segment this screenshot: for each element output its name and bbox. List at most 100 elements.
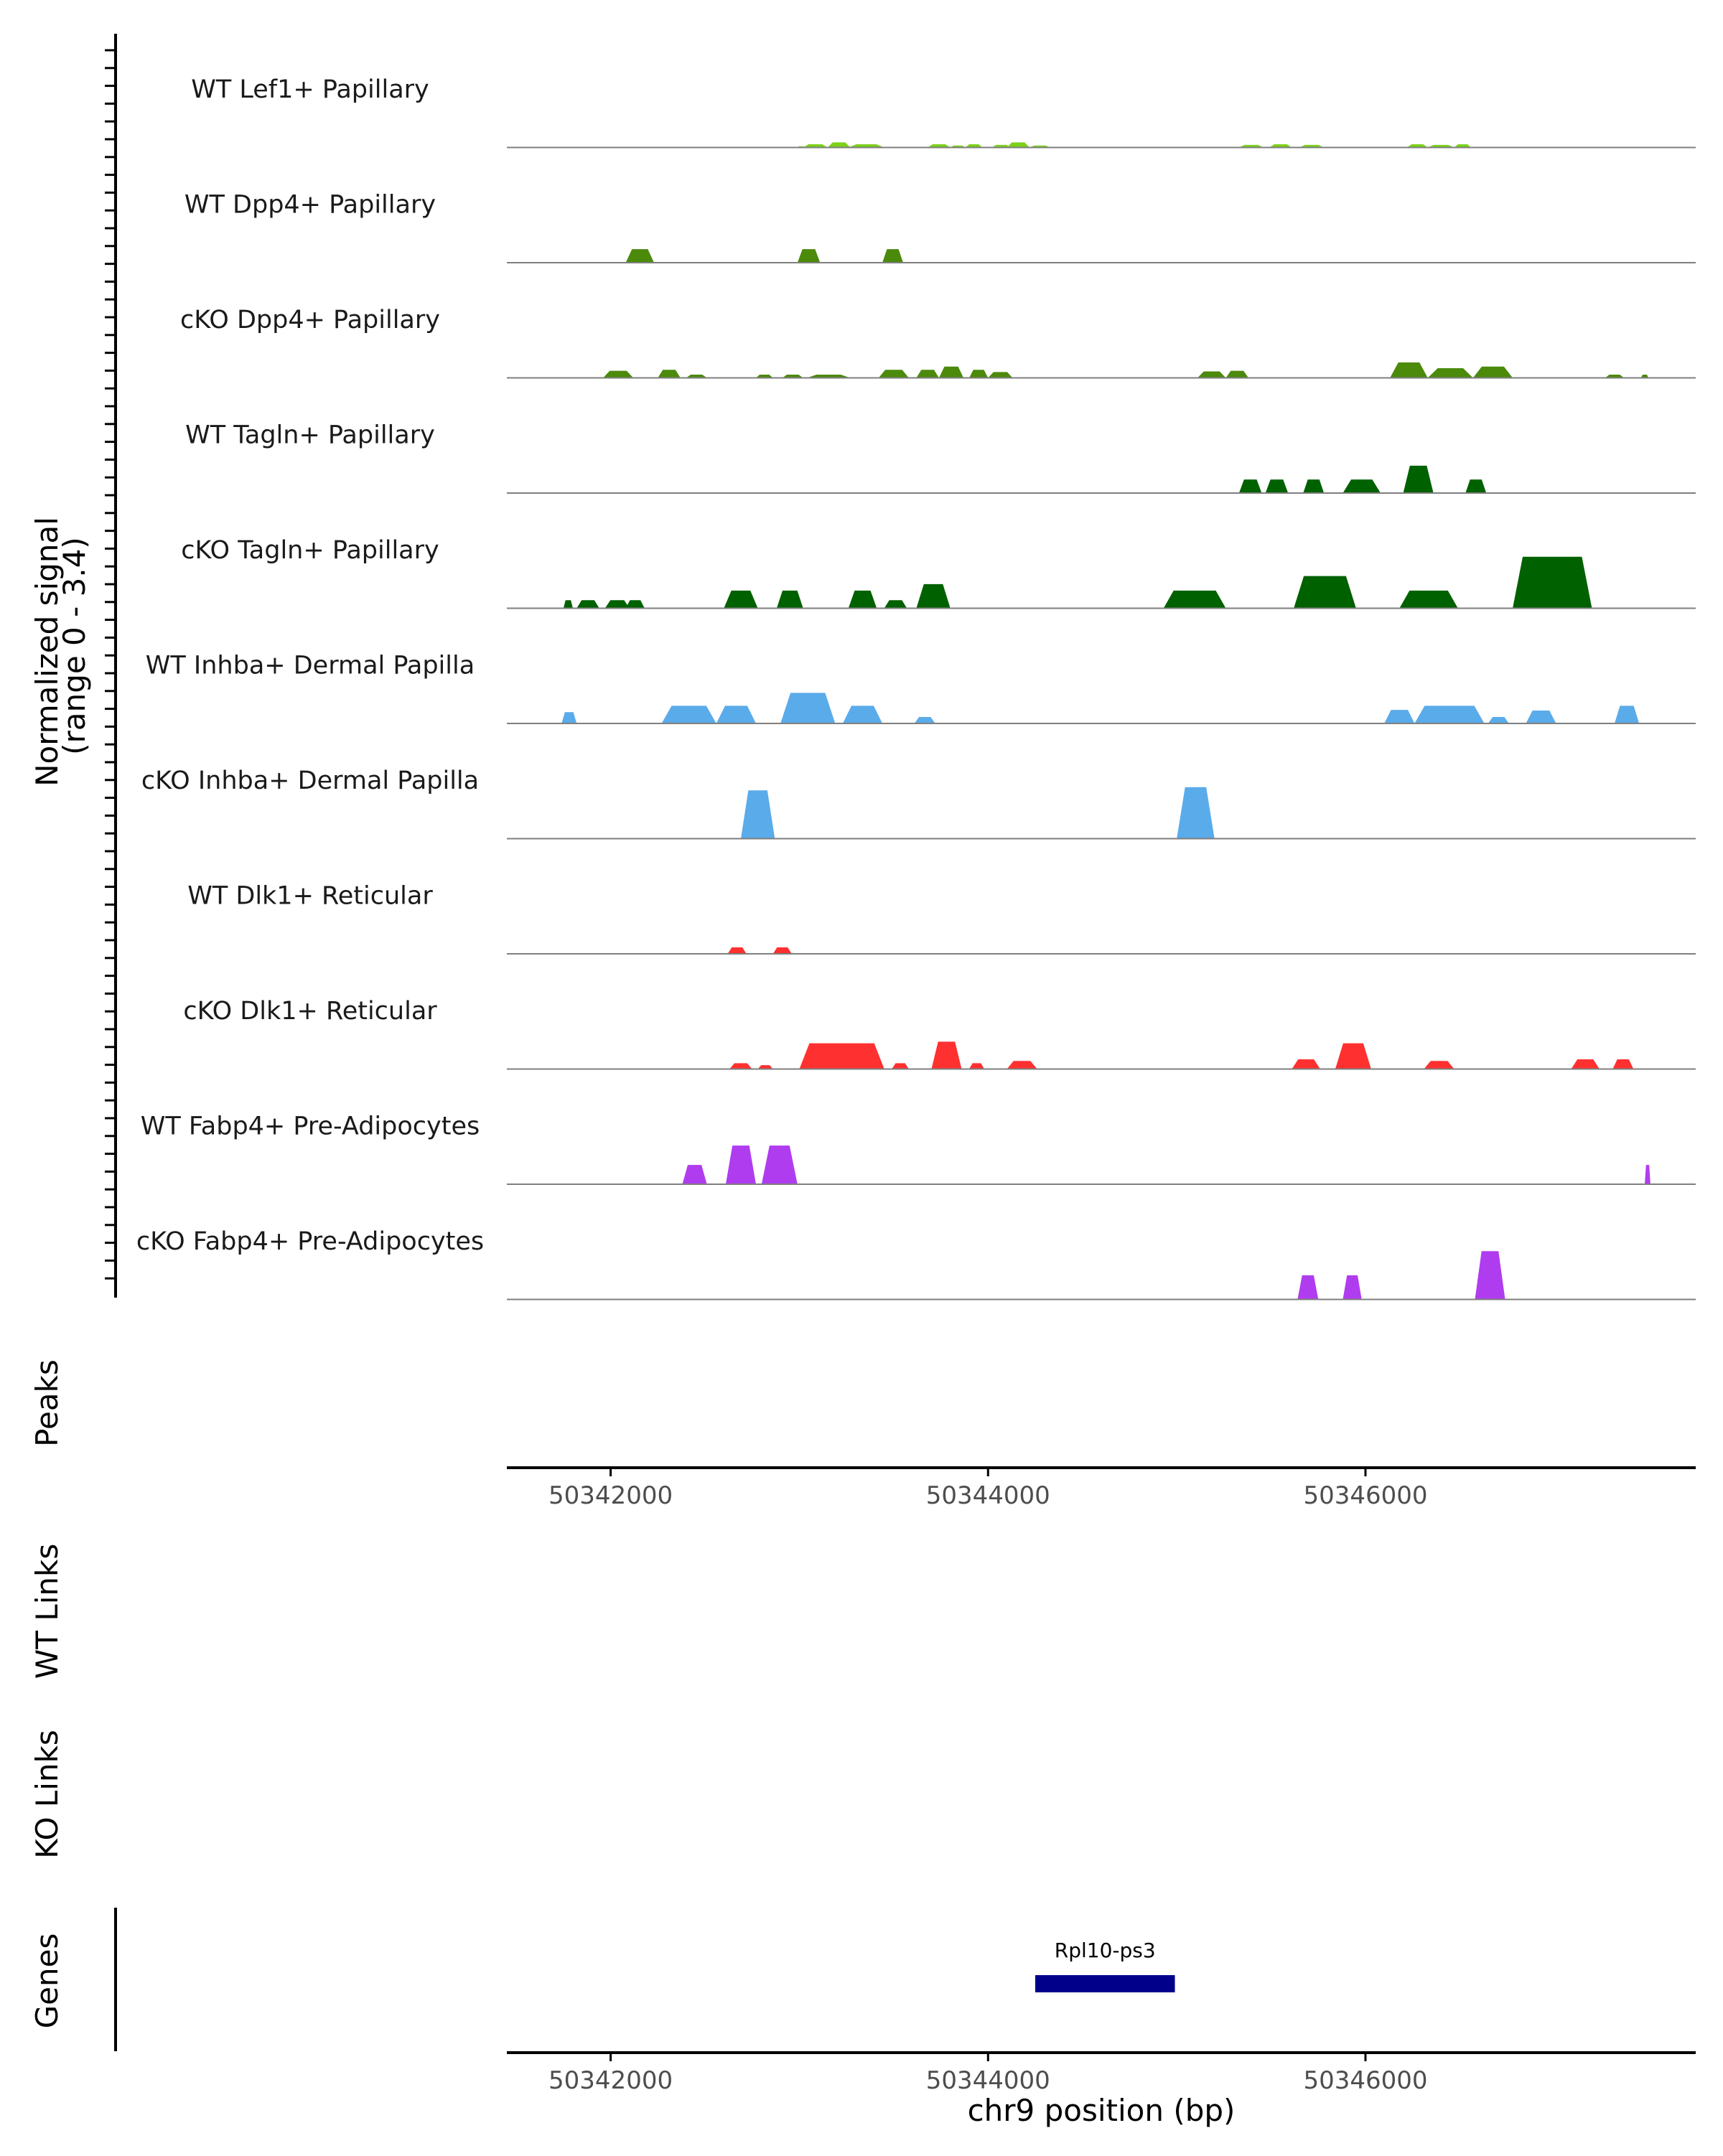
coverage-peak [1472, 366, 1513, 378]
coverage-peak [1513, 556, 1592, 609]
track-label: cKO Dlk1+ Reticular [183, 997, 437, 1026]
coverage-peak [1384, 710, 1415, 723]
coverage-peak [563, 600, 573, 609]
y-axis-title: Normalized signal [29, 517, 65, 787]
coverage-peak [965, 144, 983, 148]
coverage-peak [916, 583, 951, 609]
peaks-x-axis-ticks: 50342000 50344000 50346000 [548, 1468, 1428, 1510]
coverage-peak [969, 370, 989, 378]
x-tick-label: 50346000 [1303, 1481, 1427, 1510]
coverage-peak [682, 1165, 707, 1184]
coverage-peak [914, 717, 935, 723]
gene-label: Rpl10-ps3 [1055, 1939, 1156, 1962]
coverage-peak [892, 1063, 909, 1069]
coverage-peak [1390, 362, 1428, 378]
track-label: cKO Inhba+ Dermal Papilla [141, 767, 479, 795]
coverage-peak [604, 600, 630, 609]
track: cKO Fabp4+ Pre-Adipocytes [136, 1227, 1696, 1300]
gene-body [1035, 1975, 1175, 1992]
coverage-peak [1399, 590, 1458, 609]
coverage-peak [1343, 1275, 1362, 1300]
track-label: WT Dpp4+ Papillary [185, 191, 436, 220]
track: cKO Inhba+ Dermal Papilla [141, 767, 1696, 840]
coverage-peak [757, 1065, 773, 1069]
track-label: WT Lef1+ Papillary [191, 75, 429, 104]
coverage-peak [603, 370, 634, 378]
track: WT Dpp4+ Papillary [185, 191, 1696, 263]
x-tick-label: 50342000 [548, 2066, 673, 2095]
coverage-peak [716, 706, 756, 723]
coverage-peak [1335, 1043, 1371, 1069]
wt-links-panel-label: WT Links [29, 1544, 65, 1679]
coverage-peak [799, 1043, 884, 1069]
coverage-peak [938, 366, 964, 378]
track-label: WT Dlk1+ Reticular [187, 882, 433, 911]
coverage-peak [1265, 479, 1289, 493]
track-label: WT Inhba+ Dermal Papilla [146, 652, 475, 680]
signal-tracks: WT Lef1+ Papillary WT Dpp4+ Papillary cKO … [136, 75, 1696, 1300]
coverage-peak [797, 249, 821, 263]
coverage-peak [848, 144, 884, 148]
coverage-peak [1605, 375, 1625, 378]
coverage-peak [561, 712, 577, 723]
track: WT Fabp4+ Pre-Adipocytes [141, 1112, 1696, 1185]
coverage-peak [1526, 711, 1556, 723]
coverage-peak [1177, 787, 1215, 839]
track: WT Lef1+ Papillary [191, 75, 1696, 149]
coverage-peak [1465, 479, 1487, 493]
coverage-peak [803, 144, 828, 148]
peaks-panel-label: Peaks [29, 1359, 65, 1447]
coverage-peak [969, 1063, 985, 1069]
track: cKO Dlk1+ Reticular [183, 997, 1696, 1070]
coverage-peak [1343, 479, 1381, 493]
coverage-peak [882, 249, 903, 263]
coverage-peak [878, 370, 909, 378]
track-label: WT Tagln+ Papillary [185, 421, 435, 450]
signal-axis-ticks [105, 49, 116, 1280]
x-tick-label: 50344000 [926, 1481, 1050, 1510]
coverage-peak [806, 375, 851, 378]
coverage-peak [848, 590, 877, 609]
coverage-peak [729, 1063, 752, 1069]
coverage-peak [988, 372, 1013, 378]
coverage-peak [1406, 144, 1428, 148]
track: cKO Dpp4+ Papillary [180, 306, 1696, 379]
coverage-peak [1424, 1061, 1454, 1069]
coverage-peak [1269, 144, 1292, 148]
coverage-peak [1645, 1165, 1650, 1184]
coverage-peak [1488, 717, 1509, 723]
ko-links-panel-label: KO Links [29, 1730, 65, 1859]
coverage-peak [686, 375, 707, 378]
coverage-peak [928, 144, 951, 148]
track-label: WT Fabp4+ Pre-Adipocytes [141, 1112, 480, 1141]
coverage-peak [761, 1145, 798, 1184]
coverage-peak [1303, 479, 1325, 493]
coverage-peak [1475, 1251, 1505, 1300]
x-tick-label: 50342000 [548, 1481, 673, 1510]
genes-panel-label: Genes [29, 1934, 65, 2029]
coverage-peak [842, 706, 883, 723]
track: WT Dlk1+ Reticular [187, 882, 1696, 955]
coverage-peak [724, 590, 758, 609]
coverage-peak [727, 947, 747, 954]
coverage-peak [755, 375, 773, 378]
coverage-peak [782, 375, 803, 378]
track-label: cKO Fabp4+ Pre-Adipocytes [136, 1227, 484, 1256]
coverage-peak [1403, 465, 1434, 493]
track: WT Inhba+ Dermal Papilla [146, 652, 1696, 724]
coverage-peak [1614, 706, 1640, 723]
coverage-peak [625, 600, 645, 609]
x-tick-label: 50346000 [1303, 2066, 1427, 2095]
x-tick-label: 50344000 [926, 2066, 1050, 2095]
coverage-peak [1197, 371, 1226, 378]
coverage-peak [1238, 479, 1262, 493]
coverage-peak [1571, 1059, 1600, 1069]
coverage-peak [1454, 144, 1472, 148]
coverage-peak [1297, 1275, 1319, 1300]
x-axis-title: chr9 position (bp) [968, 2093, 1236, 2128]
coverage-peak [625, 249, 655, 263]
coverage-peak [658, 370, 681, 378]
coverage-peak [827, 142, 851, 148]
coverage-peak [1640, 375, 1649, 378]
